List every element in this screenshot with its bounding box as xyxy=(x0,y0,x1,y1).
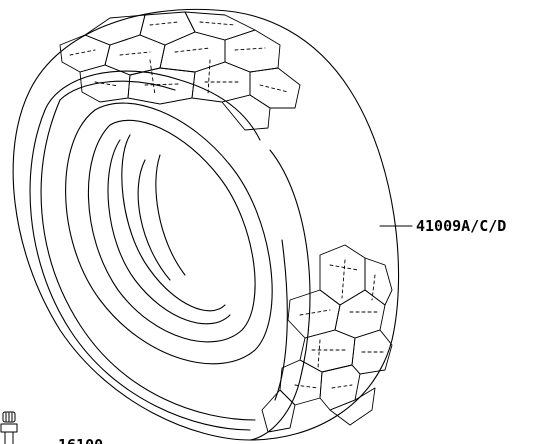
tread-bottom xyxy=(261,244,393,433)
tread-sipe xyxy=(331,384,353,389)
tread-block xyxy=(139,11,196,46)
tire-part-number: 41009A/C/D xyxy=(416,217,506,235)
valve-stem-base xyxy=(4,431,14,444)
tread-block xyxy=(184,11,256,41)
tread-sipe xyxy=(234,47,266,51)
tread-block xyxy=(364,257,393,306)
tread-block xyxy=(221,94,271,131)
tread-block xyxy=(59,34,111,73)
sidewall-line-1 xyxy=(29,109,251,431)
tread-sipe xyxy=(69,49,96,56)
valve-cap-ridges xyxy=(5,412,13,422)
tire-top-curve-2 xyxy=(59,80,176,101)
valve-body xyxy=(0,423,18,433)
tread-sipe xyxy=(149,21,179,26)
hub-hole-1 xyxy=(137,159,171,281)
valve-stem-drawing xyxy=(0,411,18,444)
sidewall-line-2 xyxy=(40,99,256,421)
tread-sipe xyxy=(371,274,376,301)
tread-sipe xyxy=(317,339,321,369)
tire-outer-contour xyxy=(12,8,400,441)
tread-right-edge-2 xyxy=(274,239,288,401)
tread-block xyxy=(329,387,376,426)
tread-sipe xyxy=(119,51,151,56)
tread-sipe xyxy=(174,47,211,53)
tread-sipe xyxy=(199,21,236,26)
tread-block xyxy=(249,67,301,109)
tread-block xyxy=(191,61,251,103)
tread-block xyxy=(159,31,226,73)
tread-block xyxy=(84,14,146,46)
valve-part-number: 16100 xyxy=(58,436,103,444)
tread-sipe xyxy=(149,59,156,96)
hub-hole-2 xyxy=(155,154,186,276)
tread-sipe xyxy=(341,259,346,299)
rim-bead xyxy=(107,139,231,325)
tread-right-edge xyxy=(249,149,311,441)
rim-outer xyxy=(65,102,273,365)
tread-top xyxy=(59,11,301,131)
valve-cap xyxy=(2,411,16,423)
rim-bead-2 xyxy=(121,134,226,312)
tire-drawing xyxy=(12,8,400,441)
rim-inner xyxy=(87,119,256,343)
tread-sipe xyxy=(94,81,119,87)
tire-top-curve xyxy=(44,70,261,141)
tread-sipe xyxy=(299,309,331,316)
tread-block xyxy=(351,329,393,375)
tread-sipe xyxy=(294,384,319,389)
tread-block xyxy=(261,389,296,433)
tread-sipe xyxy=(259,84,289,93)
tread-sipe xyxy=(207,59,211,95)
tread-block xyxy=(279,359,323,406)
